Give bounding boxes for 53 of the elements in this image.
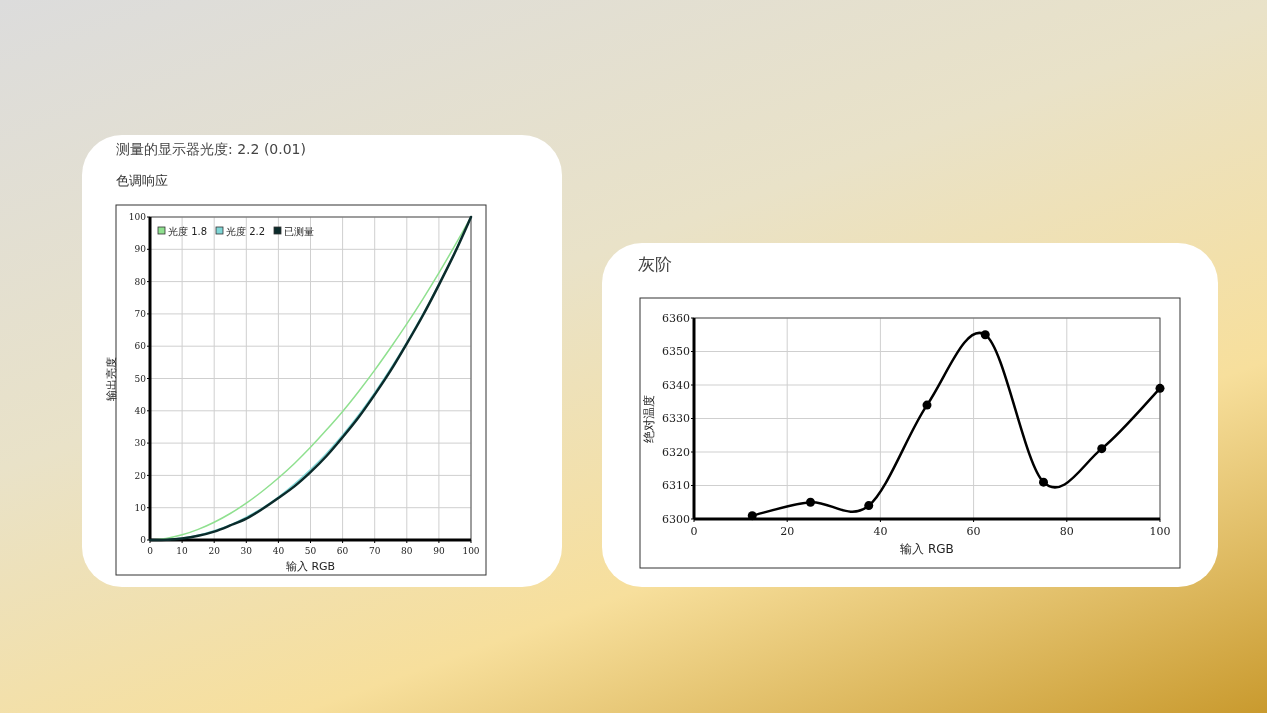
y-tick-label: 20 [134, 470, 147, 481]
y-axis-title: 输出亮度 [105, 356, 119, 401]
y-tick-label: 80 [134, 276, 147, 287]
x-axis-title: 输入 RGB [900, 542, 954, 556]
y-tick-label: 0 [140, 535, 147, 546]
y-tick-label: 6320 [662, 445, 690, 459]
y-tick-label: 40 [134, 405, 147, 416]
chart-title: 测量的显示器光度: 2.2 (0.01) [116, 141, 306, 157]
point [980, 330, 990, 340]
x-tick-label: 40 [272, 546, 285, 556]
x-tick-label: 20 [780, 525, 795, 538]
y-tick-label: 6350 [662, 345, 690, 359]
y-tick-label: 50 [134, 373, 147, 384]
point [1097, 444, 1107, 454]
x-axis-title: 输入 RGB [285, 560, 336, 573]
x-tick-label: 60 [336, 546, 349, 556]
y-tick-label: 60 [134, 341, 147, 352]
x-tick-label: 0 [147, 546, 154, 556]
x-tick-label: 40 [873, 525, 888, 538]
x-tick-label: 100 [1149, 525, 1171, 538]
y-tick-label: 30 [134, 438, 147, 449]
x-tick-label: 10 [176, 546, 189, 556]
point [747, 511, 757, 521]
legend-label: 已测量 [284, 226, 314, 237]
y-tick-label: 6340 [662, 378, 690, 392]
y-tick-label: 6300 [662, 512, 690, 526]
point [1155, 383, 1165, 393]
x-tick-label: 0 [690, 525, 698, 538]
x-tick-label: 80 [401, 546, 413, 556]
point [864, 501, 874, 511]
y-tick-label: 6360 [662, 311, 690, 325]
x-tick-label: 100 [462, 546, 480, 556]
y-tick-label: 70 [134, 309, 147, 320]
legend-label: 光度 1.8 [168, 226, 208, 237]
y-tick-label: 100 [128, 212, 147, 223]
point [806, 497, 815, 507]
y-tick-label: 6310 [662, 479, 690, 493]
y-tick-label: 10 [134, 502, 147, 513]
point [922, 400, 932, 410]
chart-title: 灰阶 [638, 254, 672, 274]
x-tick-label: 60 [966, 525, 981, 538]
y-tick-label: 90 [134, 244, 147, 255]
y-axis-title: 绝对温度 [641, 394, 656, 443]
point [1039, 477, 1048, 487]
x-tick-label: 80 [1059, 525, 1074, 538]
x-tick-label: 90 [433, 546, 445, 556]
x-tick-label: 70 [368, 546, 381, 556]
x-tick-label: 30 [240, 546, 253, 556]
legend-label: 光度 2.2 [226, 226, 266, 237]
chart-subtitle: 色调响应 [116, 173, 168, 188]
x-tick-label: 20 [208, 546, 221, 556]
x-tick-label: 50 [304, 546, 317, 556]
y-tick-label: 6330 [662, 412, 690, 426]
